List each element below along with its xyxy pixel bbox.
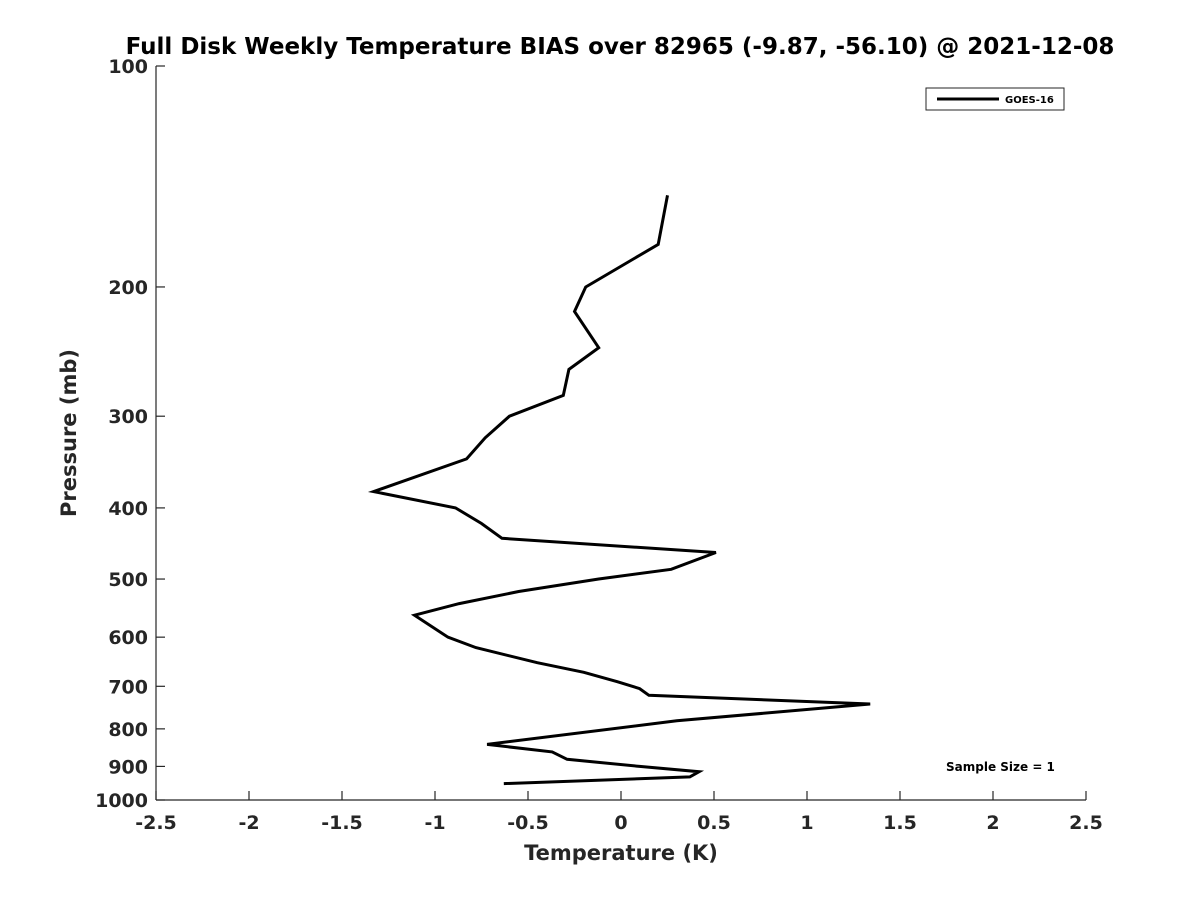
y-tick-label: 600 (108, 627, 148, 649)
chart-title: Full Disk Weekly Temperature BIAS over 8… (126, 34, 1115, 60)
y-tick-label: 500 (108, 569, 148, 591)
y-axis-label: Pressure (mb) (57, 349, 81, 517)
x-tick-label: -1.5 (321, 812, 363, 834)
x-tick-label: 0.5 (697, 812, 731, 834)
y-tick-label: 100 (108, 56, 148, 78)
series-line-goes-16 (367, 195, 871, 786)
y-tick-label: 200 (108, 277, 148, 299)
y-tick-label: 700 (108, 676, 148, 698)
x-tick-label: -1 (424, 812, 445, 834)
x-tick-label: 1.5 (883, 812, 917, 834)
x-tick-label: -0.5 (507, 812, 549, 834)
x-tick-label: 1 (800, 812, 813, 834)
x-tick-label: 2.5 (1069, 812, 1103, 834)
y-tick-label: 800 (108, 719, 148, 741)
x-tick-label: -2.5 (135, 812, 177, 834)
sample-size-annotation: Sample Size = 1 (946, 760, 1055, 774)
y-tick-label: 400 (108, 498, 148, 520)
legend: GOES-16 (925, 87, 1065, 111)
x-tick-label: 0 (614, 812, 627, 834)
x-axis-label: Temperature (K) (524, 841, 718, 865)
x-ticks: -2.5 -2 -1.5 -1 -0.5 0 0.5 1 1.5 2 2.5 (135, 791, 1103, 834)
legend-label-goes-16: GOES-16 (1005, 95, 1054, 106)
y-ticks: 100 200 300 400 500 600 700 800 900 1000 (95, 56, 165, 812)
y-tick-label: 1000 (95, 790, 148, 812)
y-tick-label: 300 (108, 406, 148, 428)
x-tick-label: -2 (238, 812, 259, 834)
axes (155, 66, 1086, 801)
x-tick-label: 2 (986, 812, 999, 834)
series-layer (367, 195, 871, 786)
y-tick-label: 900 (108, 756, 148, 778)
